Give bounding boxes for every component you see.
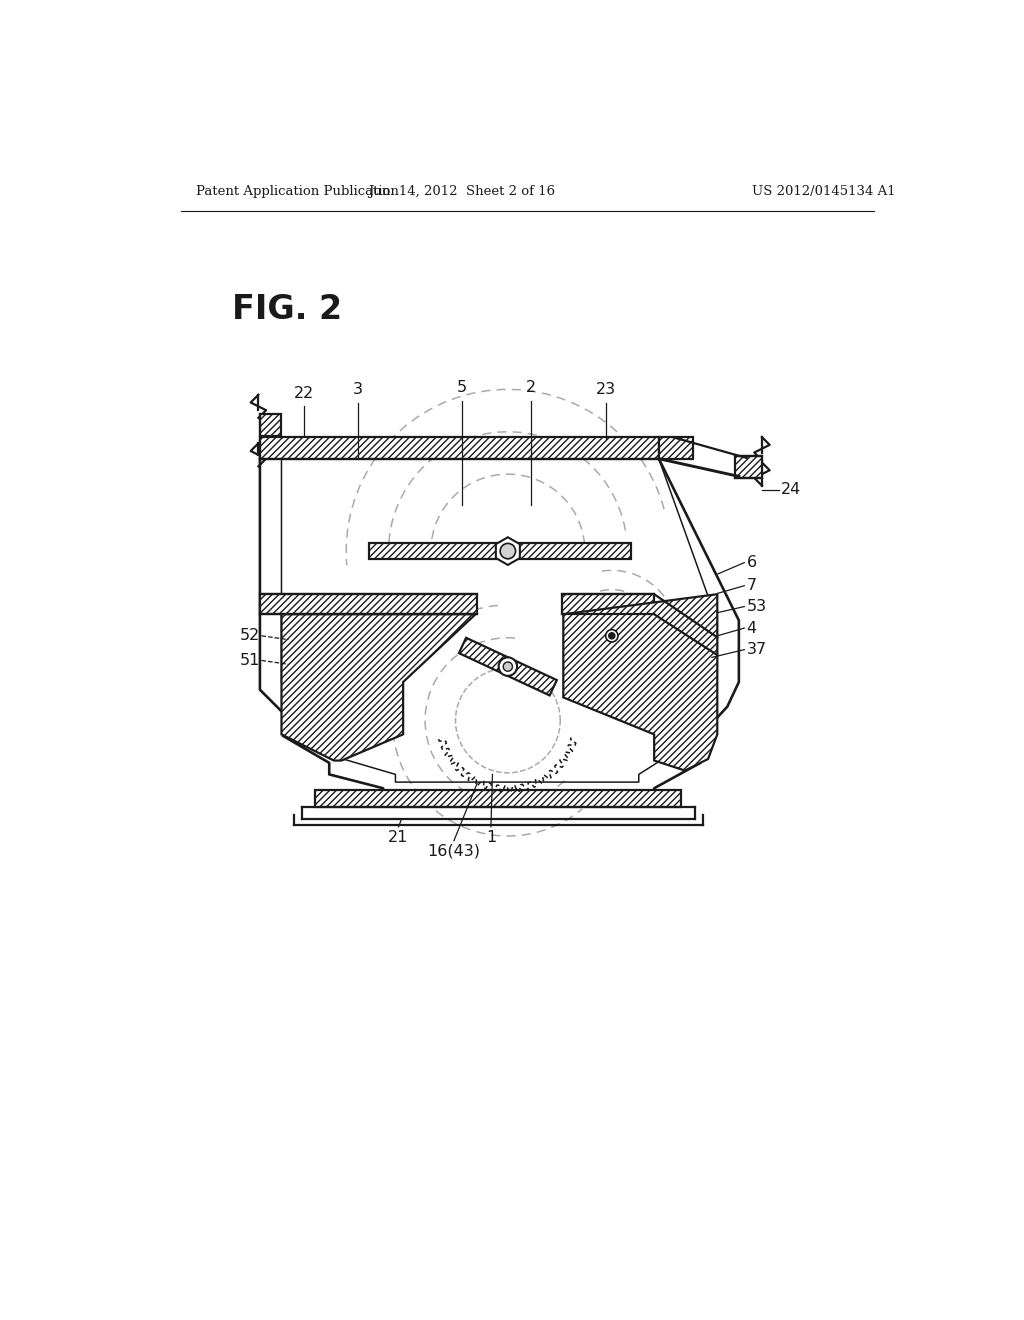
Bar — [260, 594, 477, 614]
Text: 6: 6 — [746, 556, 757, 570]
Text: 21: 21 — [388, 830, 409, 845]
Circle shape — [503, 663, 512, 672]
Text: Patent Application Publication: Patent Application Publication — [196, 185, 399, 198]
Bar — [260, 414, 282, 436]
Text: Jun. 14, 2012  Sheet 2 of 16: Jun. 14, 2012 Sheet 2 of 16 — [368, 185, 555, 198]
Text: US 2012/0145134 A1: US 2012/0145134 A1 — [752, 185, 895, 198]
Circle shape — [605, 630, 617, 642]
Text: 53: 53 — [746, 599, 767, 614]
Text: 16(43): 16(43) — [427, 843, 480, 859]
Text: 52: 52 — [240, 628, 260, 643]
Text: 3: 3 — [352, 381, 362, 397]
Text: 23: 23 — [596, 381, 616, 397]
Bar — [735, 457, 762, 478]
Text: FIG. 2: FIG. 2 — [232, 293, 342, 326]
Text: 7: 7 — [746, 578, 757, 593]
Text: 22: 22 — [294, 385, 314, 401]
Circle shape — [499, 657, 517, 676]
Text: 5: 5 — [457, 380, 467, 395]
Bar — [315, 789, 681, 807]
Bar — [658, 437, 692, 459]
Bar — [260, 437, 658, 459]
Circle shape — [608, 632, 614, 639]
Text: 1: 1 — [485, 830, 496, 845]
Text: 51: 51 — [240, 653, 260, 668]
Polygon shape — [459, 638, 557, 696]
Text: 24: 24 — [781, 482, 802, 498]
Circle shape — [500, 544, 515, 558]
Text: 4: 4 — [746, 620, 757, 636]
Polygon shape — [563, 594, 717, 771]
Bar — [562, 594, 654, 614]
Text: 2: 2 — [526, 380, 536, 395]
Bar — [370, 544, 631, 558]
Text: 37: 37 — [746, 642, 767, 657]
Polygon shape — [282, 614, 475, 760]
